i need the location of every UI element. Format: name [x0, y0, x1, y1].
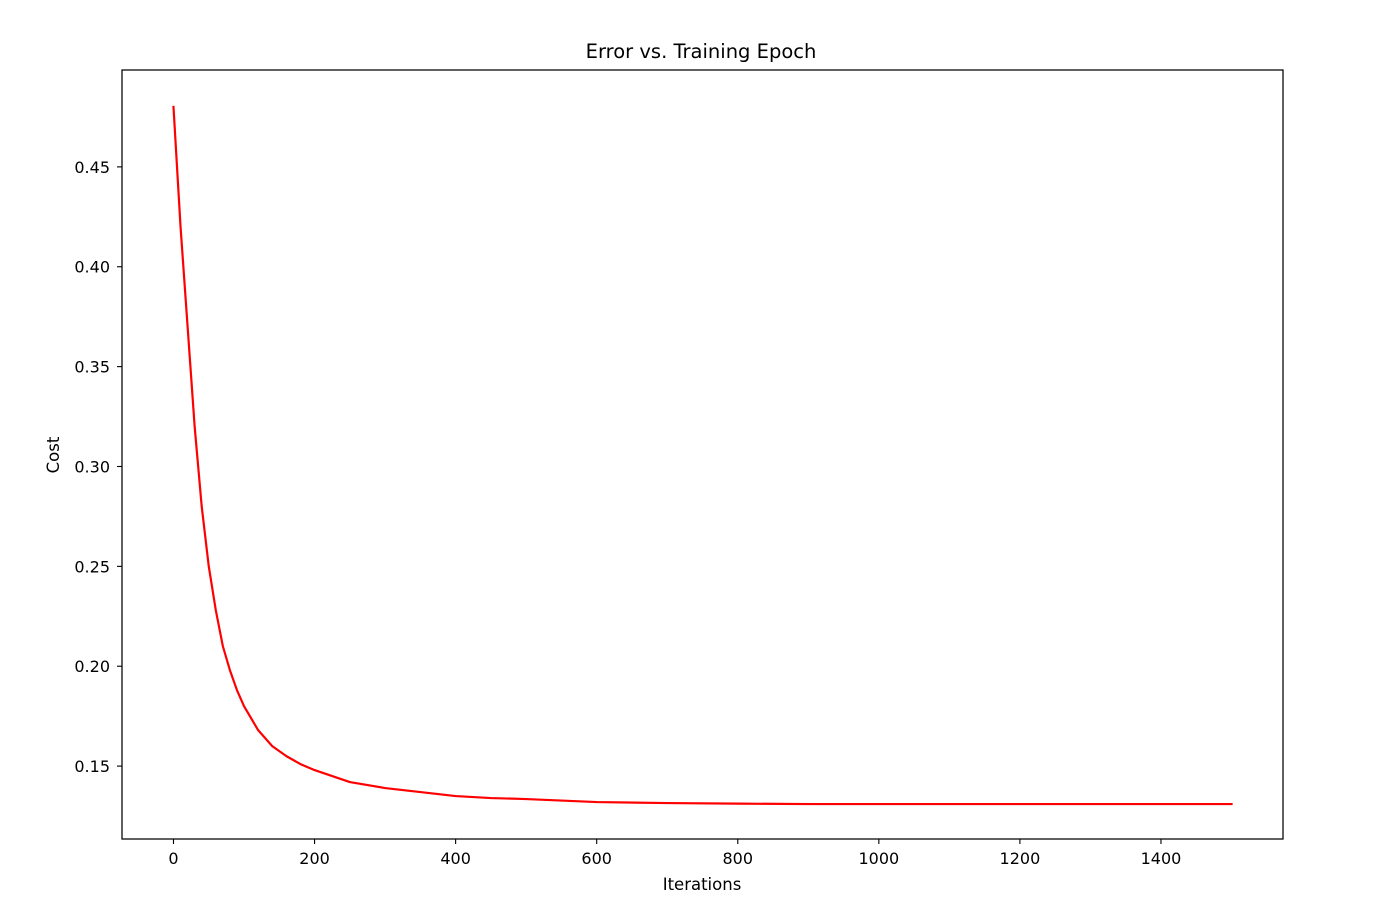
y-axis: 0.15 0.20 0.25 0.30 0.35 0.40 0.45	[74, 158, 122, 776]
y-tick-label: 0.20	[74, 657, 110, 676]
y-tick-label: 0.45	[74, 158, 110, 177]
x-tick-label: 1000	[858, 849, 899, 868]
x-tick-label: 200	[299, 849, 330, 868]
y-tick-label: 0.15	[74, 757, 110, 776]
x-axis-title: Iterations	[663, 875, 742, 894]
x-tick-label: 1200	[1000, 849, 1041, 868]
series-line-0	[172, 105, 1233, 806]
plot-area	[122, 70, 1283, 839]
x-tick-label: 1400	[1141, 849, 1182, 868]
series-group	[172, 105, 1233, 806]
y-axis-title: Cost	[44, 436, 63, 473]
y-tick-label: 0.40	[74, 258, 110, 277]
plot-frame	[121, 69, 1284, 840]
y-tick-label: 0.25	[74, 557, 110, 576]
x-axis: 0 200 400 600 800 1000 1200 1400	[168, 839, 1181, 868]
x-tick-label: 800	[722, 849, 753, 868]
chart-title: Error vs. Training Epoch	[586, 40, 817, 63]
x-tick-label: 0	[168, 849, 178, 868]
plot-background	[122, 70, 1283, 839]
x-tick-label: 400	[440, 849, 471, 868]
x-tick-label: 600	[581, 849, 612, 868]
y-tick-label: 0.30	[74, 457, 110, 476]
y-tick-label: 0.35	[74, 358, 110, 377]
